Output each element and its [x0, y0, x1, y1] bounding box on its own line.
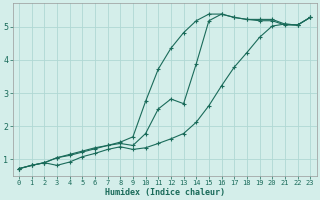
X-axis label: Humidex (Indice chaleur): Humidex (Indice chaleur) [105, 188, 225, 197]
